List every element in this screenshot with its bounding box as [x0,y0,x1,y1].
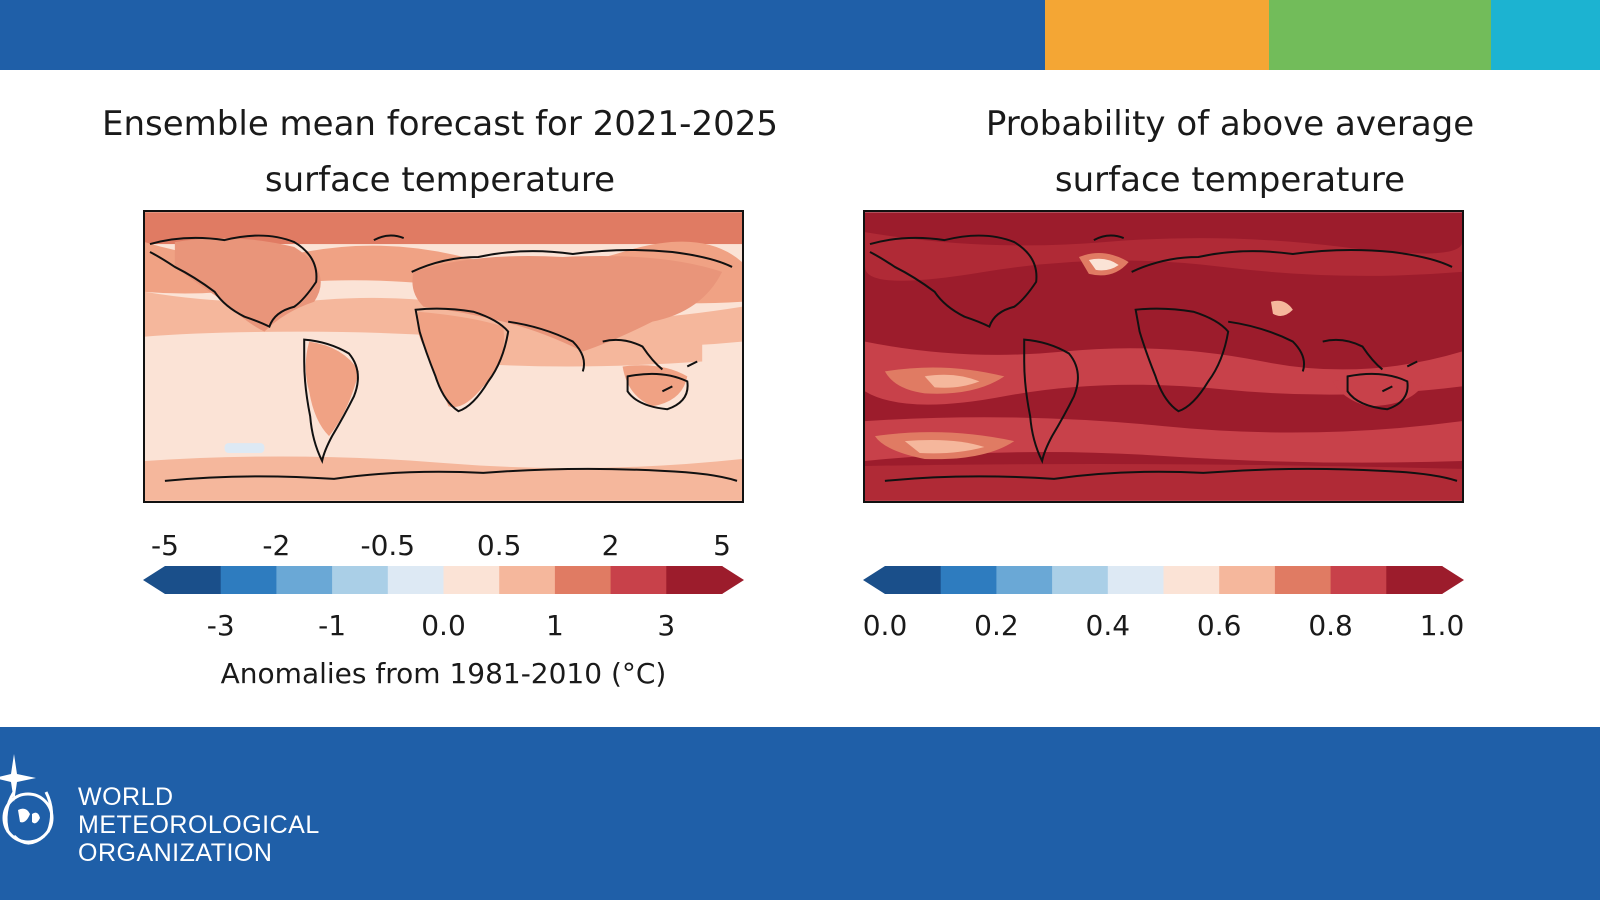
probability-colorbar-over-arrow [1442,566,1464,594]
colorbar-top-tick-label: 0.5 [476,529,522,562]
banner-green-segment [1269,0,1491,70]
colorbar-top-tick-label: -5 [151,529,179,562]
probability-colorbar-segment [1274,566,1332,594]
colorbar-tick-label: 0.6 [1196,609,1242,642]
banner-cyan-segment [1491,0,1600,70]
probability-colorbar-under-arrow [863,566,885,594]
org-name-line1: WORLD [78,783,174,811]
probability-colorbar-segment [1219,566,1276,594]
colorbar-top-tick-label: -0.5 [360,529,416,562]
probability-colorbar-segment [1386,566,1443,594]
colorbar-bottom-tick-label: -1 [318,609,347,642]
probability-colorbar-segment [1052,566,1109,594]
anomaly-colorbar-segment [499,566,556,594]
anomaly-colorbar-segment [220,566,277,594]
colorbar-tick-label: 0.0 [862,609,908,642]
colorbar-bottom-tick-label: 0.0 [421,609,466,642]
probability-colorbar-segment [1107,566,1164,594]
wmo-emblem-icon [0,752,72,872]
probability-colorbar-segment [1330,566,1387,594]
right-title-line2: surface temperature [1054,160,1406,200]
anomaly-colorbar-segment [443,566,500,594]
organization-name: WORLD METEOROLOGICAL ORGANIZATION [78,783,320,867]
colorbar-top-tick-label: 5 [713,529,731,562]
probability-colorbar [863,566,1464,594]
left-title-line2: surface temperature [264,160,616,200]
probability-map [863,210,1464,503]
colorbar-tick-label: 0.2 [974,609,1019,642]
banner-orange-segment [1045,0,1269,70]
left-title-line1: Ensemble mean forecast for 2021-2025 [102,104,778,144]
anomaly-colorbar-segment [666,566,723,594]
probability-colorbar-segment [940,566,997,594]
colorbar-tick-label: 0.4 [1085,609,1131,642]
colorbar-top-tick-label: 2 [601,529,620,562]
probability-colorbar-segment [996,566,1053,594]
colorbar-bottom-tick-label: 1 [545,609,564,642]
anomaly-colorbar-under-arrow [143,566,165,594]
anomaly-colorbar-segment [610,566,667,594]
colorbar-tick-label: 0.8 [1308,609,1353,642]
right-title-line1: Probability of above average [985,104,1475,144]
colorbar-tick-label: 1.0 [1419,609,1465,642]
anomaly-colorbar-segment [276,566,333,594]
ensemble-mean-map [143,210,744,503]
anomaly-colorbar-segment [332,566,389,594]
colorbar-top-tick-label: -2 [262,529,291,562]
colorbar-bottom-tick-label: -3 [206,609,235,642]
org-name-line2: METEOROLOGICAL [78,811,320,839]
org-name-line3: ORGANIZATION [78,839,273,867]
anomaly-colorbar-over-arrow [722,566,744,594]
top-banner [0,0,1600,70]
left-panel-title: Ensemble mean forecast for 2021-2025 sur… [40,96,840,208]
anomaly-colorbar-segment [554,566,612,594]
probability-colorbar-segment [1163,566,1220,594]
anomaly-colorbar [143,566,744,594]
colorbar-bottom-tick-label: 3 [657,609,676,642]
footer-bar [0,727,1600,900]
anomaly-colorbar-segment [387,566,444,594]
right-panel-title: Probability of above average surface tem… [860,96,1600,208]
anomaly-colorbar-caption: Anomalies from 1981-2010 (°C) [220,657,667,690]
banner-blue-segment [0,0,1045,70]
anomaly-colorbar-segment [165,566,222,594]
probability-colorbar-segment [885,566,942,594]
